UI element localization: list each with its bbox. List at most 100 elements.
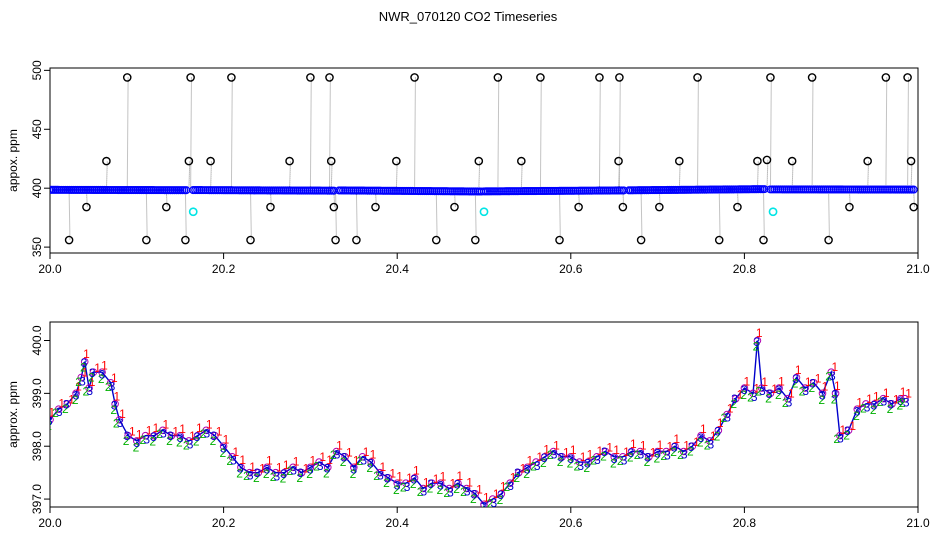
spike-line: [250, 190, 252, 241]
y-tick-label: 397.0: [30, 484, 44, 514]
data-point-symbol: 3: [167, 429, 174, 443]
spike-line: [598, 77, 601, 191]
spike-line: [414, 77, 416, 191]
data-point-symbol: 3: [99, 367, 106, 381]
outlier-point: [329, 202, 339, 212]
data-point-symbol: 3: [654, 447, 661, 461]
data-point-symbol: 3: [247, 469, 254, 483]
data-point-ring: [567, 452, 575, 461]
spike-line: [289, 161, 291, 191]
data-point-ring: [792, 373, 801, 382]
data-point-symbol: 2: [330, 448, 337, 462]
data-point-ring: [436, 479, 445, 488]
data-point-symbol: 3: [117, 416, 124, 430]
data-point-symbol: 1: [162, 418, 169, 432]
outlier-point: [246, 235, 255, 245]
data-point-symbol: 1: [771, 382, 778, 396]
data-point-symbol: 2: [825, 370, 832, 384]
y-axis-label: appox. ppm: [6, 129, 20, 192]
outlier-point: [693, 73, 702, 82]
spike-line: [718, 190, 721, 241]
data-point-symbol: 2: [149, 435, 156, 449]
data-point-symbol: 1: [363, 445, 370, 459]
data-point-symbol: 2: [590, 453, 597, 467]
data-point-symbol: 3: [81, 356, 88, 370]
spike-line: [435, 190, 438, 241]
data-point-symbol: 3: [73, 389, 80, 403]
data-point-symbol: 2: [753, 339, 760, 353]
data-point-ring: [245, 468, 254, 477]
data-point-symbol: 1: [413, 464, 420, 478]
data-point-ring: [462, 484, 471, 493]
data-point-symbol: 1: [111, 371, 118, 385]
data-point-ring: [228, 452, 237, 461]
data-point-symbol: 1: [58, 396, 65, 410]
data-point-symbol: 2: [236, 466, 243, 480]
data-point-ring: [901, 394, 909, 403]
data-point-ring: [341, 452, 349, 461]
data-point-symbol: 2: [417, 485, 424, 499]
data-point-ring: [679, 447, 688, 456]
outlier-point: [759, 235, 768, 245]
data-point-symbol: 3: [541, 451, 548, 465]
data-point-symbol: 2: [775, 388, 782, 402]
outlier-point: [392, 156, 401, 166]
data-point-symbol: 2: [80, 361, 87, 375]
spike-line: [355, 190, 358, 241]
data-point-ring: [619, 452, 627, 461]
data-point-symbol: 2: [166, 434, 173, 448]
data-point-symbol: 1: [805, 375, 812, 389]
data-point-ring: [50, 415, 54, 424]
data-point-symbol: 1: [389, 467, 396, 481]
data-point-symbol: 1: [743, 374, 750, 388]
data-point-symbol: 2: [383, 476, 390, 490]
spike-line: [618, 77, 621, 191]
data-point-symbol: 1: [346, 446, 353, 460]
data-point-symbol: 2: [853, 409, 860, 423]
outlier-point: [450, 202, 459, 212]
spike-line: [395, 161, 398, 191]
data-point-symbol: 2: [296, 471, 303, 485]
spike-line: [811, 77, 814, 191]
data-point-ring: [896, 394, 905, 403]
plot-frame: [49, 321, 919, 508]
data-point-symbol: 3: [210, 429, 217, 443]
data-point-ring: [384, 474, 393, 482]
data-point-symbol: 1: [433, 472, 440, 486]
data-point-symbol: 1: [657, 438, 664, 452]
data-point-symbol: 3: [558, 450, 565, 464]
data-point-symbol: 2: [243, 469, 250, 483]
outlier-point: [102, 156, 111, 166]
data-point-symbol: 3: [254, 466, 261, 480]
data-point-ring: [662, 447, 671, 456]
data-point-ring: [63, 400, 72, 408]
data-point-ring: [653, 447, 662, 456]
spike-line: [335, 190, 337, 241]
data-point-symbol: 3: [290, 463, 297, 477]
data-point-symbol: 1: [667, 439, 674, 453]
data-point-ring: [141, 431, 150, 440]
data-point-symbol: 1: [75, 380, 82, 394]
data-point-symbol: 1: [396, 470, 403, 484]
x-tick-label: 20.4: [386, 262, 410, 276]
data-point-symbol: 1: [650, 446, 657, 460]
data-point-symbol: 2: [156, 427, 163, 441]
data-point-symbol: 1: [822, 380, 829, 394]
spike-line: [697, 77, 699, 191]
data-point-ring: [827, 368, 836, 377]
data-point-ring: [844, 426, 853, 435]
data-point-symbol: 1: [353, 454, 360, 468]
data-point-symbol: 2: [704, 438, 711, 452]
data-point-symbol: 3: [887, 398, 894, 412]
data-point-symbol: 3: [664, 448, 671, 462]
data-point-symbol: 1: [466, 476, 473, 490]
data-point-symbol: 1: [520, 461, 527, 475]
spike-line: [190, 77, 192, 191]
data-point-symbol: 2: [410, 477, 417, 491]
data-point-ring: [723, 410, 731, 419]
spike-line: [184, 190, 187, 241]
data-point-symbol: 1: [553, 439, 560, 453]
y-axis-label: approx. ppm: [6, 381, 20, 448]
data-point-symbol: 2: [219, 446, 226, 460]
data-point-ring: [775, 384, 783, 392]
